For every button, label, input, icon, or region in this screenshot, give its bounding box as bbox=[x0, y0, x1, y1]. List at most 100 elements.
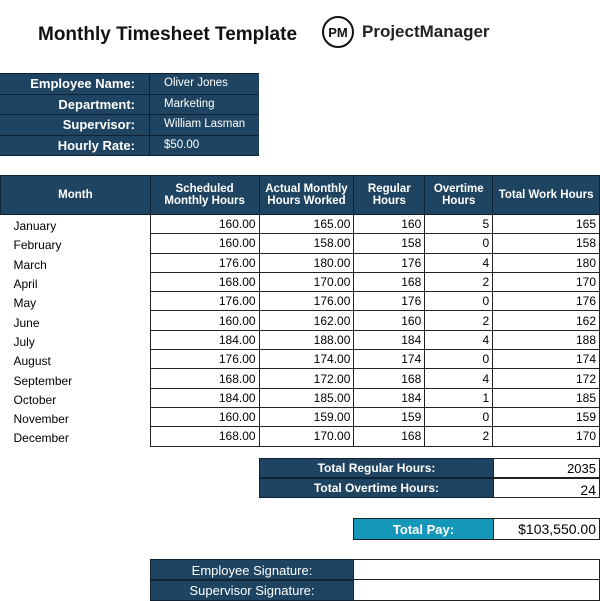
regular-hours-cell[interactable]: 168 bbox=[353, 368, 426, 389]
scheduled-hours-cell[interactable]: 160.00 bbox=[149, 310, 260, 331]
total-hours-cell[interactable]: 165 bbox=[492, 213, 600, 235]
logo: PM ProjectManager bbox=[322, 16, 490, 48]
regular-hours-cell[interactable]: 168 bbox=[353, 426, 426, 447]
actual-hours-cell[interactable]: 170.00 bbox=[258, 426, 355, 447]
regular-hours-cell[interactable]: 160 bbox=[353, 213, 426, 235]
regular-hours-cell[interactable]: 174 bbox=[353, 349, 426, 370]
scheduled-hours-cell[interactable]: 184.00 bbox=[149, 387, 260, 408]
actual-hours-cell[interactable]: 170.00 bbox=[258, 271, 355, 293]
scheduled-hours-cell[interactable]: 184.00 bbox=[149, 329, 260, 351]
month-cell[interactable]: October bbox=[0, 388, 151, 408]
total-hours-cell[interactable]: 174 bbox=[492, 349, 600, 370]
overtime-hours-cell[interactable]: 0 bbox=[424, 233, 494, 254]
total-hours-cell[interactable]: 180 bbox=[492, 252, 600, 273]
overtime-hours-cell[interactable]: 0 bbox=[424, 349, 494, 370]
total-hours-cell[interactable]: 185 bbox=[492, 387, 600, 408]
month-cell[interactable]: July bbox=[0, 330, 151, 350]
total-overtime-value: 24 bbox=[493, 478, 600, 498]
col-header: Regular Hours bbox=[353, 175, 426, 215]
supervisor-signature-field[interactable] bbox=[353, 579, 600, 601]
employee-signature-label: Employee Signature: bbox=[150, 559, 354, 580]
total-overtime-label: Total Overtime Hours: bbox=[259, 478, 494, 498]
month-cell[interactable]: December bbox=[0, 426, 151, 447]
total-hours-cell[interactable]: 162 bbox=[492, 310, 600, 331]
col-header: Scheduled Monthly Hours bbox=[149, 175, 260, 215]
scheduled-hours-cell[interactable]: 168.00 bbox=[149, 426, 260, 447]
table-row: October 184.00 185.00 184 1 185 bbox=[0, 387, 600, 408]
overtime-hours-cell[interactable]: 0 bbox=[424, 291, 494, 312]
month-cell[interactable]: March bbox=[0, 253, 151, 273]
scheduled-hours-cell[interactable]: 176.00 bbox=[149, 252, 260, 273]
total-regular-label: Total Regular Hours: bbox=[259, 458, 494, 478]
regular-hours-cell[interactable]: 159 bbox=[353, 406, 426, 428]
actual-hours-cell[interactable]: 180.00 bbox=[258, 252, 355, 273]
month-cell[interactable]: June bbox=[0, 310, 151, 331]
info-value[interactable]: William Lasman bbox=[164, 118, 246, 130]
actual-hours-cell[interactable]: 176.00 bbox=[258, 291, 355, 312]
scheduled-hours-cell[interactable]: 168.00 bbox=[149, 271, 260, 293]
overtime-hours-cell[interactable]: 0 bbox=[424, 406, 494, 428]
employee-signature-field[interactable] bbox=[353, 559, 600, 580]
total-hours-cell[interactable]: 158 bbox=[492, 233, 600, 254]
info-row-department: Department: Marketing bbox=[0, 94, 259, 115]
total-pay-label: Total Pay: bbox=[353, 518, 494, 540]
overtime-hours-cell[interactable]: 5 bbox=[424, 213, 494, 235]
actual-hours-cell[interactable]: 174.00 bbox=[258, 349, 355, 370]
actual-hours-cell[interactable]: 162.00 bbox=[258, 310, 355, 331]
table-row: May 176.00 176.00 176 0 176 bbox=[0, 291, 600, 312]
supervisor-signature-label: Supervisor Signature: bbox=[150, 580, 354, 601]
month-cell[interactable]: January bbox=[0, 214, 151, 234]
table-row: December 168.00 170.00 168 2 170 bbox=[0, 426, 600, 447]
total-hours-cell[interactable]: 159 bbox=[492, 406, 600, 428]
info-value[interactable]: Marketing bbox=[164, 97, 215, 110]
total-hours-cell[interactable]: 172 bbox=[492, 368, 600, 389]
scheduled-hours-cell[interactable]: 160.00 bbox=[149, 233, 260, 254]
col-header: Month bbox=[0, 175, 151, 215]
info-value[interactable]: $50.00 bbox=[164, 138, 200, 151]
regular-hours-cell[interactable]: 184 bbox=[353, 329, 426, 351]
total-regular-value: 2035 bbox=[493, 458, 600, 478]
total-hours-cell[interactable]: 176 bbox=[492, 291, 600, 312]
overtime-hours-cell[interactable]: 2 bbox=[424, 426, 494, 447]
actual-hours-cell[interactable]: 158.00 bbox=[258, 233, 355, 254]
month-cell[interactable]: May bbox=[0, 291, 151, 311]
regular-hours-cell[interactable]: 158 bbox=[353, 233, 426, 254]
total-pay-value: $103,550.00 bbox=[493, 518, 600, 540]
scheduled-hours-cell[interactable]: 160.00 bbox=[149, 213, 260, 235]
actual-hours-cell[interactable]: 185.00 bbox=[258, 387, 355, 408]
actual-hours-cell[interactable]: 172.00 bbox=[258, 368, 355, 389]
month-cell[interactable]: September bbox=[0, 368, 151, 389]
scheduled-hours-cell[interactable]: 176.00 bbox=[149, 291, 260, 312]
info-row-rate: Hourly Rate: $50.00 bbox=[0, 135, 259, 156]
regular-hours-cell[interactable]: 160 bbox=[353, 310, 426, 331]
info-value[interactable]: Oliver Jones bbox=[164, 77, 228, 89]
actual-hours-cell[interactable]: 188.00 bbox=[258, 329, 355, 351]
scheduled-hours-cell[interactable]: 168.00 bbox=[149, 368, 260, 389]
page-title: Monthly Timesheet Template bbox=[38, 24, 298, 45]
month-cell[interactable]: November bbox=[0, 407, 151, 427]
overtime-hours-cell[interactable]: 4 bbox=[424, 329, 494, 351]
info-row-supervisor: Supervisor: William Lasman bbox=[0, 115, 259, 136]
regular-hours-cell[interactable]: 168 bbox=[353, 271, 426, 293]
month-cell[interactable]: February bbox=[0, 233, 151, 254]
actual-hours-cell[interactable]: 159.00 bbox=[258, 406, 355, 428]
total-hours-cell[interactable]: 170 bbox=[492, 271, 600, 293]
total-hours-cell[interactable]: 188 bbox=[492, 329, 600, 351]
overtime-hours-cell[interactable]: 2 bbox=[424, 271, 494, 293]
regular-hours-cell[interactable]: 176 bbox=[353, 291, 426, 312]
overtime-hours-cell[interactable]: 1 bbox=[424, 387, 494, 408]
regular-hours-cell[interactable]: 184 bbox=[353, 387, 426, 408]
table-row: June 160.00 162.00 160 2 162 bbox=[0, 310, 600, 331]
scheduled-hours-cell[interactable]: 160.00 bbox=[149, 406, 260, 428]
actual-hours-cell[interactable]: 165.00 bbox=[258, 213, 355, 235]
employee-info: Employee Name: Oliver Jones Department: Ma… bbox=[0, 73, 259, 156]
overtime-hours-cell[interactable]: 4 bbox=[424, 368, 494, 389]
month-cell[interactable]: April bbox=[0, 272, 151, 292]
info-label: Hourly Rate: bbox=[0, 135, 150, 155]
total-hours-cell[interactable]: 170 bbox=[492, 426, 600, 447]
overtime-hours-cell[interactable]: 4 bbox=[424, 252, 494, 273]
month-cell[interactable]: August bbox=[0, 349, 151, 369]
scheduled-hours-cell[interactable]: 176.00 bbox=[149, 349, 260, 370]
overtime-hours-cell[interactable]: 2 bbox=[424, 310, 494, 331]
regular-hours-cell[interactable]: 176 bbox=[353, 252, 426, 273]
